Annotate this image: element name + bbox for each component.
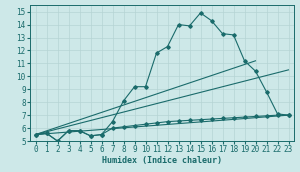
X-axis label: Humidex (Indice chaleur): Humidex (Indice chaleur)	[102, 156, 222, 165]
